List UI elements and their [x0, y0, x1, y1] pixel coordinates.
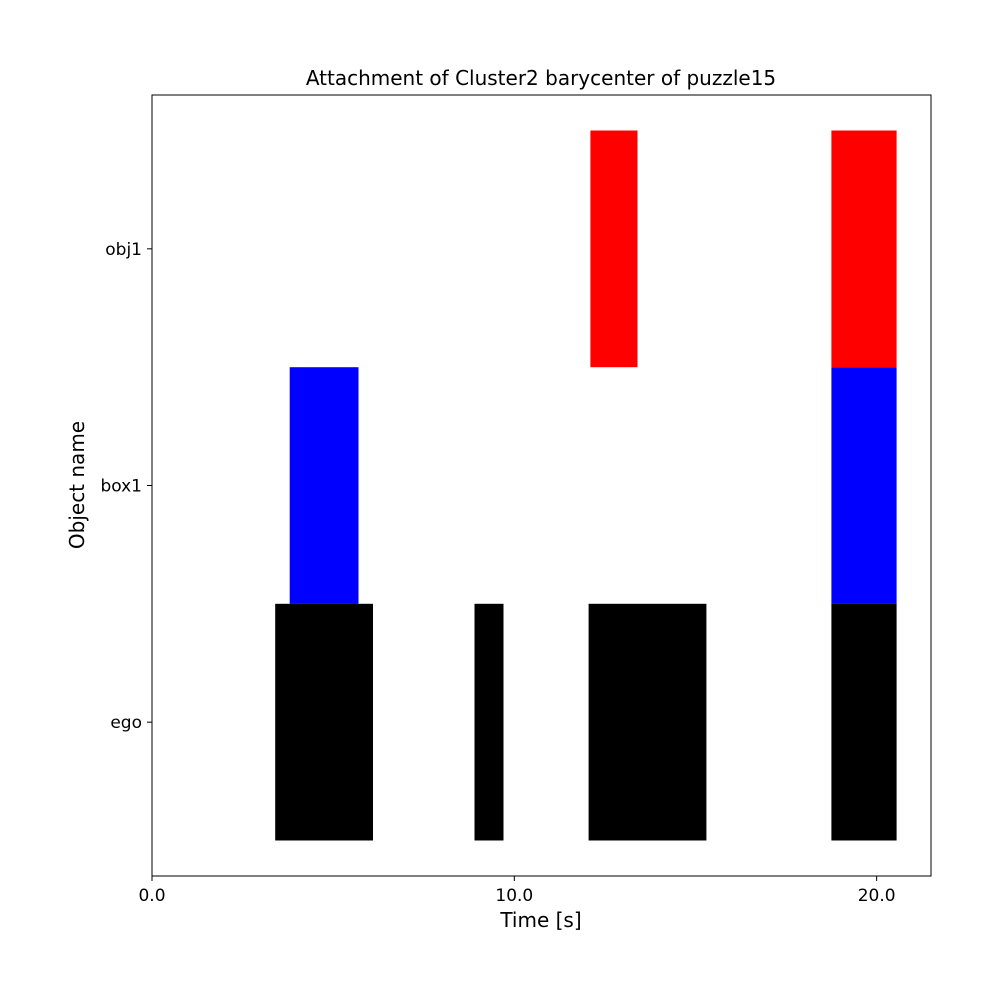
x-axis-label: Time [s] [499, 908, 581, 932]
y-tick-label-obj1: obj1 [105, 240, 142, 260]
plot-frame [151, 94, 932, 877]
x-tick-label: 10.0 [495, 886, 533, 906]
chart-title: Attachment of Cluster2 barycenter of puz… [306, 66, 776, 90]
x-axis: 0.0 10.0 20.0 [138, 876, 896, 906]
y-tick-label-ego: ego [110, 713, 142, 733]
y-axis: ego box1 obj1 [100, 240, 152, 733]
bar-box1-1 [831, 367, 897, 604]
x-tick-label: 20.0 [858, 886, 896, 906]
y-tick-label-box1: box1 [100, 477, 142, 497]
bar-ego-1 [474, 603, 504, 841]
bar-box1-0 [289, 367, 359, 604]
bar-obj1-0 [590, 130, 638, 368]
bar-obj1-1 [831, 130, 897, 368]
x-tick-label: 0.0 [138, 886, 165, 906]
bar-ego-2 [588, 603, 707, 841]
bar-ego-3 [831, 603, 897, 841]
y-axis-label: Object name [65, 421, 89, 549]
bar-ego-0 [275, 603, 373, 841]
bars-layer [275, 130, 897, 841]
